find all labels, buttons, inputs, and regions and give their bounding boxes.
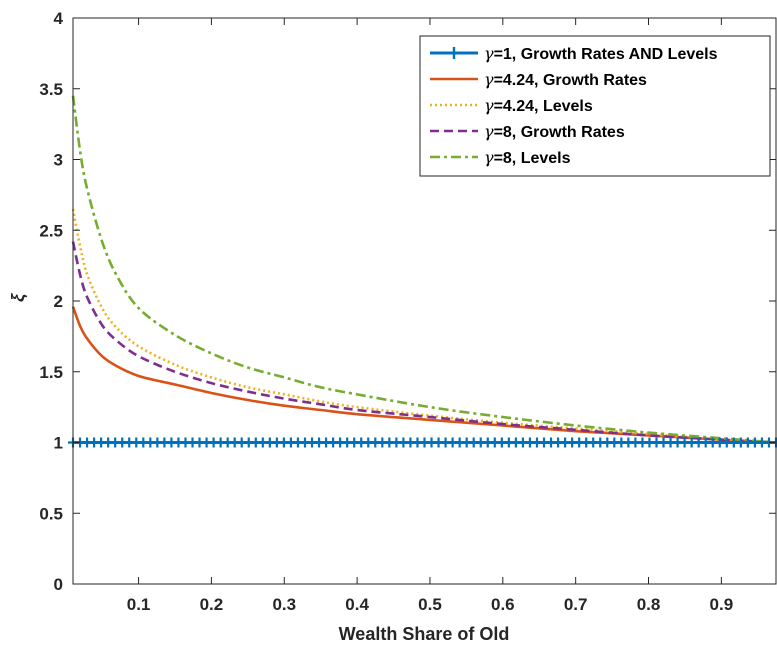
series-line-1 — [71, 306, 777, 444]
legend-item: γ=4.24, Levels — [430, 96, 593, 115]
x-tick-label: 0.1 — [127, 595, 151, 614]
y-tick-label: 3.5 — [39, 80, 63, 99]
legend-item: γ=4.24, Growth Rates — [430, 70, 647, 89]
x-axis-label: Wealth Share of Old — [339, 624, 510, 644]
legend-label: γ=8, Growth Rates — [484, 122, 625, 141]
y-tick-label: 2 — [54, 292, 63, 311]
legend-item: γ=8, Levels — [430, 148, 571, 167]
y-tick-label: 1.5 — [39, 363, 63, 382]
x-tick-label: 0.7 — [564, 595, 588, 614]
series-0 — [68, 437, 777, 448]
x-tick-label: 0.9 — [710, 595, 734, 614]
series-line-4 — [71, 95, 777, 444]
y-axis-label: ξ — [8, 293, 29, 302]
x-tick-label: 0.3 — [272, 595, 296, 614]
y-tick-label: 2.5 — [39, 221, 63, 240]
x-tick-label: 0.5 — [418, 595, 442, 614]
legend-label: γ=8, Levels — [484, 148, 571, 167]
legend-marker — [448, 47, 460, 59]
x-tick-label: 0.8 — [637, 595, 661, 614]
legend-box — [419, 35, 771, 177]
y-tick-label: 3 — [54, 151, 63, 170]
legend-label: γ=4.24, Levels — [484, 96, 593, 115]
series-layer — [68, 95, 777, 448]
series-4 — [71, 95, 777, 444]
legend-item: γ=8, Growth Rates — [430, 122, 625, 141]
y-tick-label: 1 — [54, 434, 63, 453]
axes-layer: 0.1 0.2 0.3 0.4 0.5 0.6 0.7 0.8 0.9 0 0.5 1 1.5 2 2.5 3… — [39, 9, 777, 614]
legend-item: γ=1, Growth Rates AND Levels — [430, 44, 718, 63]
x-tick-label: 0.6 — [491, 595, 515, 614]
legend: γ=1, Growth Rates AND Levels γ=4.24, Grow… — [419, 35, 771, 177]
x-tick-label: 0.4 — [345, 595, 369, 614]
series-1 — [71, 306, 777, 444]
y-tick-label: 0.5 — [39, 504, 63, 523]
series-line-3 — [71, 241, 777, 444]
series-3 — [71, 241, 777, 444]
y-tick-label: 0 — [54, 575, 63, 594]
y-tick-label: 4 — [54, 9, 64, 28]
legend-label: γ=4.24, Growth Rates — [484, 70, 647, 89]
x-tick-label: 0.2 — [200, 595, 224, 614]
legend-label: γ=1, Growth Rates AND Levels — [484, 44, 718, 63]
